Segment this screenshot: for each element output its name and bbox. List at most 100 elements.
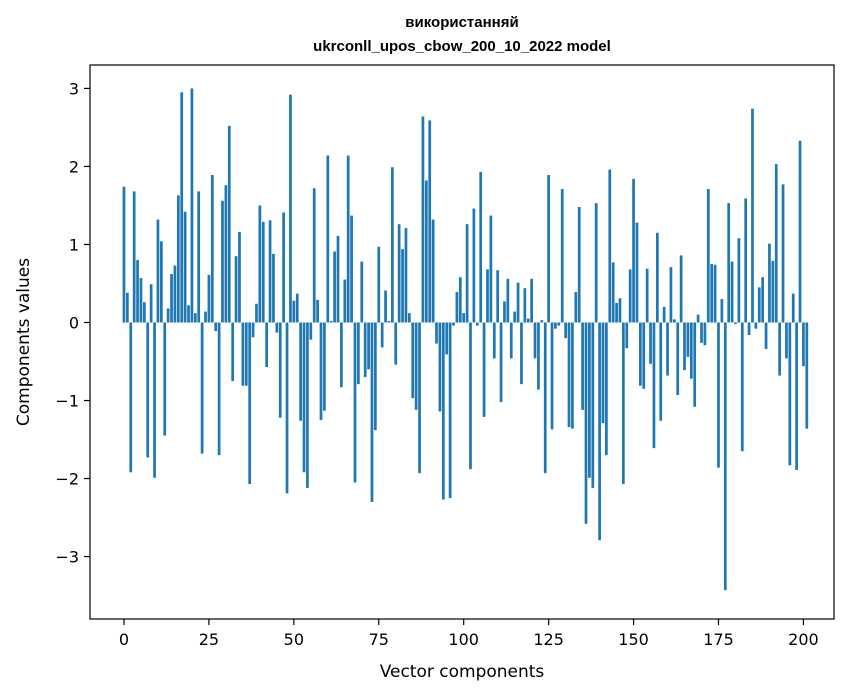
bar [645,268,649,323]
bar [649,322,652,364]
bar [496,270,500,323]
bar [805,322,809,429]
bar [672,319,676,323]
bar [143,302,146,323]
bar [197,191,201,323]
bar [608,169,612,323]
bar [706,189,710,323]
bar [655,232,659,323]
bar [166,308,170,323]
x-tick-label: 175 [703,630,734,649]
bar [727,203,731,323]
bar [523,288,527,323]
bar [591,322,595,488]
bar [224,185,228,323]
bar [795,322,798,470]
bar [540,320,544,323]
bar [676,322,680,396]
bar [438,322,442,412]
bar [176,195,180,323]
bar [740,322,744,452]
bar [268,220,272,323]
bar [788,322,792,466]
bar [605,322,608,456]
bar [669,267,673,323]
x-axis-label: Vector components [380,662,545,682]
bar [397,224,401,323]
bar [533,322,537,359]
bar [754,322,758,329]
bar [774,164,778,323]
bar [441,322,445,500]
bar [261,221,265,323]
bar [703,322,707,346]
x-tick-label: 125 [533,630,564,649]
plot-frame [89,64,835,620]
bar [550,322,554,430]
bar [231,322,235,382]
bar [248,322,252,485]
bar [584,322,588,524]
bar [635,222,639,323]
bar [255,303,258,323]
x-axis: 0 25 50 75 100 125 150 175 200 [119,619,819,649]
bar [292,300,296,323]
bar [499,322,503,403]
bar [560,189,564,323]
x-tick-label: 200 [788,630,819,649]
bar [159,241,163,323]
y-tick-label: 3 [69,79,79,98]
bar [289,94,292,323]
bar [543,322,547,474]
bar [445,322,449,355]
y-axis-label: Components values [14,258,34,426]
y-axis: −3 −2 −1 0 1 2 3 [55,79,90,567]
bar [469,322,472,470]
bar [778,322,781,376]
bar [537,322,540,390]
bar [659,322,663,421]
bar [272,253,275,323]
bar [598,322,601,541]
bar [360,261,364,323]
bar [625,322,629,349]
bar [207,274,211,323]
bar [601,322,605,424]
bar [156,219,160,323]
bar [421,116,425,323]
bar [710,263,714,323]
bar [363,322,367,378]
bar [798,140,802,323]
bar [693,322,697,407]
bar [163,322,167,436]
bar [771,260,775,323]
bar [526,318,530,323]
bar [479,171,483,323]
bar [136,260,139,323]
bar [448,322,452,499]
bar [384,290,387,323]
bar [221,200,224,323]
bar [581,322,584,410]
bar [567,322,571,428]
bar [329,320,333,323]
bar [791,293,795,323]
bar [265,322,269,367]
bar [571,322,574,429]
bar [391,167,394,323]
y-tick-label: −2 [55,470,79,489]
bar [757,287,761,323]
bar [350,215,353,323]
chart-title-line-1: використанняй [405,14,518,31]
bar [489,215,493,323]
y-tick-label: 0 [69,313,79,332]
bar [404,228,408,323]
bar [312,188,316,323]
bar [458,277,462,323]
bar [346,155,350,323]
bar [217,322,221,456]
bar [418,322,421,474]
bar [472,208,476,323]
bar [554,322,557,329]
bar [802,322,805,367]
